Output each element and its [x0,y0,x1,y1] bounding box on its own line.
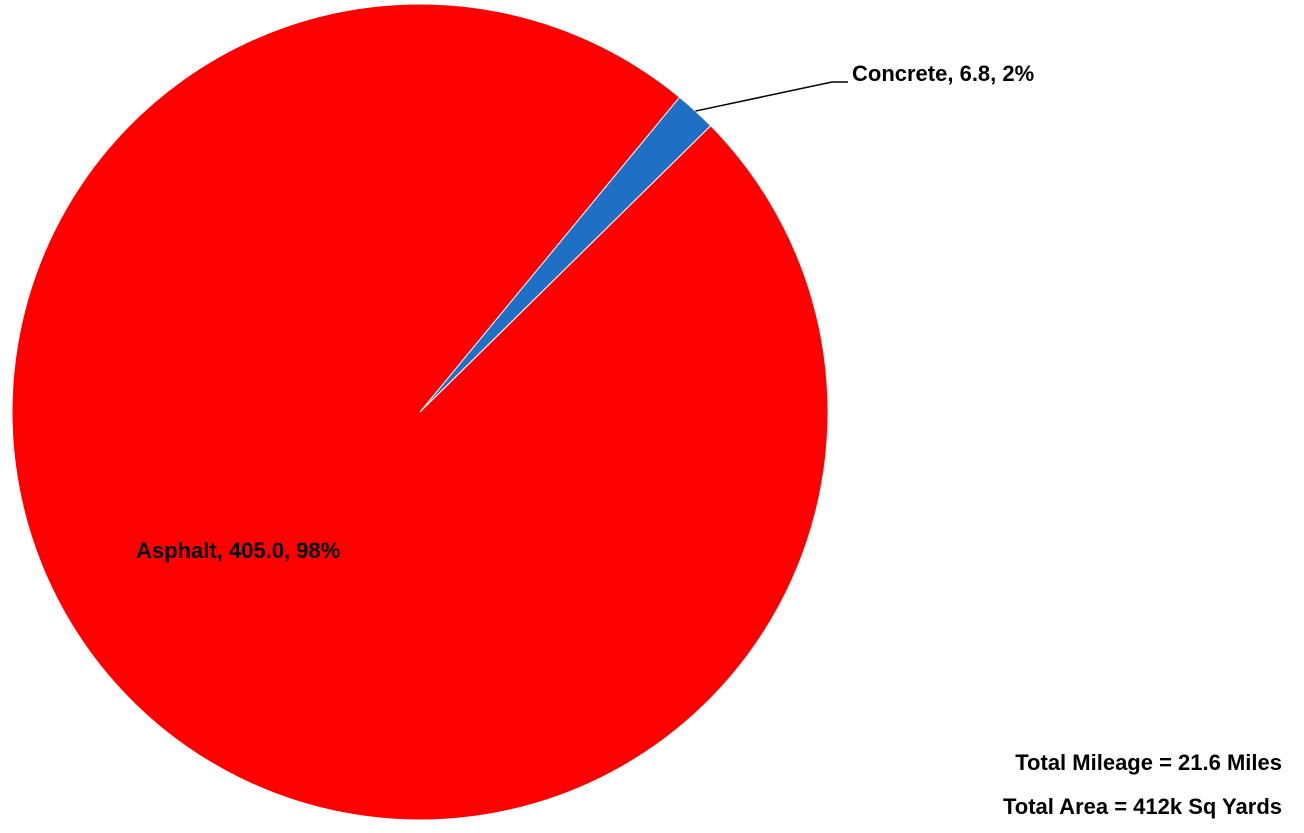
concrete-leader-line [695,81,848,112]
pie-slice-asphalt [11,3,829,821]
total-mileage-text: Total Mileage = 21.6 Miles [1015,750,1282,775]
slice-label-concrete: Concrete, 6.8, 2% [852,61,1034,86]
slice-label-asphalt: Asphalt, 405.0, 98% [136,538,340,563]
total-area-text: Total Area = 412k Sq Yards [1002,794,1282,819]
pie-slices [11,3,829,821]
